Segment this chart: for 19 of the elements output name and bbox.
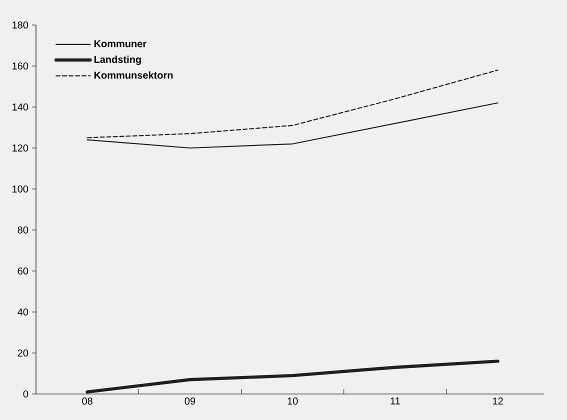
legend-label: Kommunsektorn [94, 71, 173, 79]
x-tick-label: 08 [82, 398, 92, 405]
y-tick-label: 40 [18, 308, 28, 316]
x-tick-label: 11 [390, 398, 400, 404]
x-tick-label: 10 [288, 398, 298, 405]
x-tick-label: 09 [184, 398, 196, 405]
y-tick-label: 180 [12, 21, 28, 29]
y-tick-label: 0 [23, 390, 28, 398]
legend-label: Landsting [94, 56, 141, 66]
x-tick-label: 12 [493, 398, 503, 405]
y-tick-label: 100 [12, 185, 28, 193]
legend-label: Kommuner [94, 40, 146, 48]
y-tick-label: 160 [12, 62, 28, 70]
y-tick-label: 20 [18, 349, 28, 357]
y-tick-label: 60 [18, 267, 28, 275]
line-series [86, 360, 500, 394]
y-tick-label: 80 [18, 226, 28, 234]
y-tick-label: 120 [12, 144, 28, 152]
y-tick-label: 140 [12, 103, 28, 111]
